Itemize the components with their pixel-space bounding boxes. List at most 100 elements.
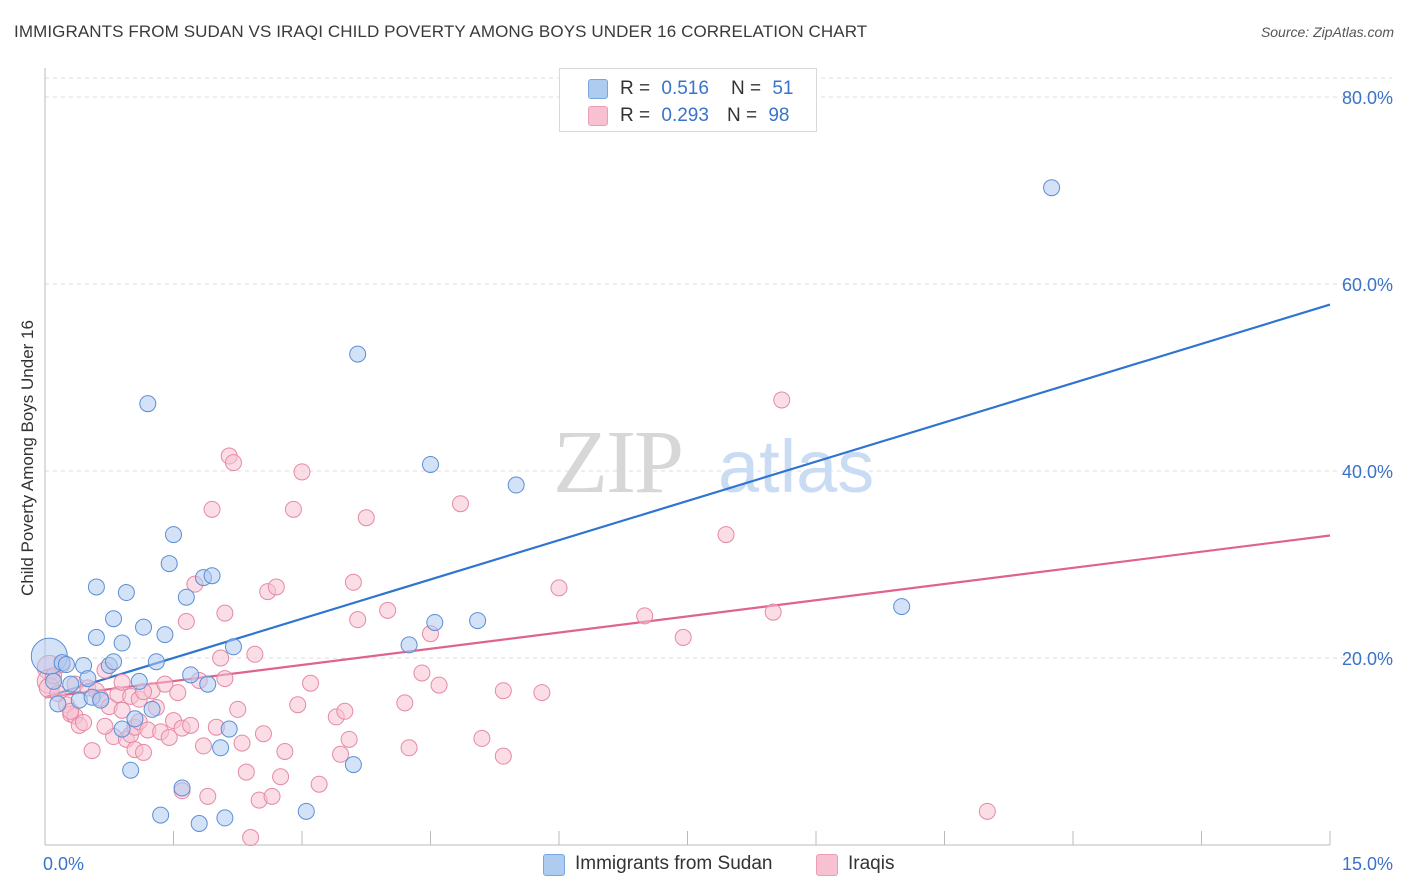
point-iraqis [978, 802, 996, 820]
point-iraqis [336, 702, 354, 720]
point-iraqis [229, 700, 247, 718]
point-iraqis [344, 573, 362, 591]
point-sudan [130, 672, 148, 690]
point-sudan [165, 526, 182, 544]
point-iraqis [494, 747, 512, 765]
point-iraqis [451, 495, 469, 513]
y-axis-title: Child Poverty Among Boys Under 16 [18, 320, 37, 596]
point-iraqis [263, 787, 281, 805]
point-sudan [212, 739, 230, 757]
point-iraqis [310, 775, 328, 793]
data-points [30, 179, 1061, 847]
trend-lines [44, 303, 1331, 699]
point-iraqis [169, 684, 187, 702]
point-sudan [135, 618, 153, 636]
point-iraqis [494, 682, 512, 700]
point-iraqis [246, 645, 264, 663]
point-sudan [893, 598, 911, 616]
y-tick-label: 40.0% [1342, 462, 1393, 482]
point-iraqis [550, 579, 568, 597]
point-iraqis [203, 500, 221, 518]
point-sudan [182, 666, 200, 684]
legend-r-value: 0.293 [661, 105, 709, 126]
point-iraqis [199, 787, 217, 805]
point-iraqis [237, 763, 255, 781]
point-iraqis [272, 768, 290, 786]
point-sudan [160, 555, 178, 573]
point-iraqis [177, 613, 195, 631]
legend-n-value: 51 [772, 78, 794, 99]
point-iraqis [212, 649, 230, 667]
bottom-legend-label-iraqis: Iraqis [848, 853, 895, 874]
point-iraqis [340, 730, 358, 748]
point-iraqis [430, 676, 448, 694]
point-sudan [105, 653, 123, 671]
grid-lines [45, 77, 1392, 659]
point-iraqis [156, 675, 174, 693]
bottom-legend-swatch-iraqis [816, 854, 838, 876]
point-iraqis [764, 603, 782, 621]
point-iraqis [62, 702, 80, 720]
legend-r-label: R = [620, 105, 651, 126]
point-iraqis [284, 500, 302, 518]
point-iraqis [216, 604, 234, 622]
point-iraqis [216, 670, 234, 688]
point-sudan [344, 756, 362, 774]
point-sudan [156, 626, 174, 644]
point-iraqis [533, 684, 551, 702]
point-sudan [139, 395, 157, 413]
point-iraqis [242, 829, 260, 847]
point-sudan [113, 720, 131, 738]
point-iraqis [773, 391, 791, 409]
point-sudan [190, 814, 208, 832]
correlation-legend: R = 0.516 N = 51 R = 0.293 N = 98 [559, 68, 817, 132]
point-iraqis [233, 734, 251, 752]
point-iraqis [254, 725, 272, 743]
point-sudan [1043, 179, 1061, 197]
point-iraqis [293, 463, 311, 481]
point-sudan [349, 345, 367, 363]
point-iraqis [160, 728, 178, 746]
point-iraqis [267, 578, 285, 596]
trend-line-iraqis [44, 534, 1331, 699]
point-iraqis [194, 737, 212, 755]
point-sudan [49, 695, 67, 713]
watermark: ZIP atlas [553, 413, 874, 512]
point-sudan [216, 809, 234, 827]
point-iraqis [357, 509, 375, 527]
legend-n-label: N = [730, 78, 762, 99]
point-sudan [117, 584, 135, 602]
point-sudan [62, 675, 80, 693]
y-tick-label: 20.0% [1342, 649, 1393, 669]
point-sudan [173, 779, 191, 797]
legend-swatch-iraqis [588, 106, 608, 126]
point-iraqis [135, 743, 153, 761]
point-iraqis [83, 742, 101, 760]
point-iraqis [75, 714, 93, 732]
source-label: Source: ZipAtlas.com [1260, 24, 1394, 40]
point-iraqis [302, 674, 320, 692]
point-iraqis [379, 601, 397, 619]
point-sudan [220, 720, 238, 738]
axes: Child Poverty Among Boys Under 16 [18, 68, 1331, 846]
y-tick-label: 80.0% [1342, 88, 1393, 108]
point-sudan [45, 672, 63, 690]
point-iraqis [276, 743, 294, 760]
trend-line-sudan [44, 303, 1331, 699]
point-iraqis [113, 701, 131, 719]
point-sudan [126, 710, 144, 728]
point-sudan [152, 806, 170, 824]
point-iraqis [396, 694, 414, 712]
point-iraqis [400, 739, 418, 757]
chart-title: IMMIGRANTS FROM SUDAN VS IRAQI CHILD POV… [14, 22, 868, 41]
legend-r-label: R = [620, 78, 651, 99]
point-sudan [422, 455, 439, 473]
point-sudan [143, 700, 161, 718]
point-sudan [87, 628, 105, 646]
point-sudan [57, 656, 75, 674]
point-sudan [469, 612, 487, 630]
point-iraqis [332, 745, 350, 763]
legend-n-label: N = [726, 105, 758, 126]
x-tick-label: 0.0% [43, 854, 84, 874]
